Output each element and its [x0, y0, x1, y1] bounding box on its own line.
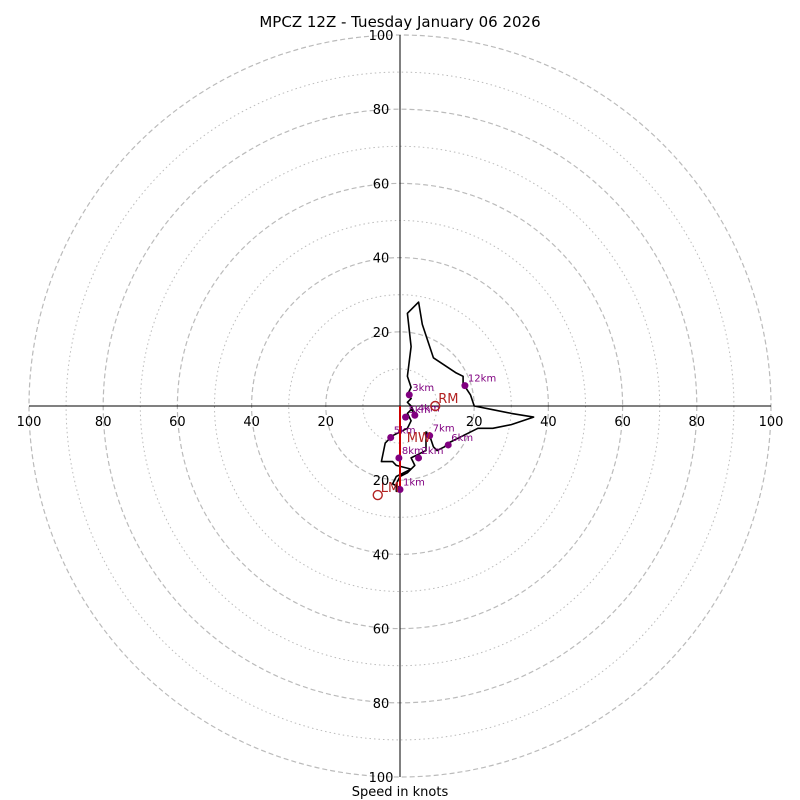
tick-label-y-11: 80 [373, 103, 390, 118]
tick-label-x-9: 100 [759, 415, 784, 430]
storm-motion-marker-1 [372, 489, 383, 501]
height-marker-label-4: 5km [394, 426, 416, 437]
tick-label-x-7: 60 [614, 415, 631, 430]
tick-label-x-0: 100 [17, 415, 42, 430]
tick-label-x-6: 40 [540, 415, 557, 430]
tick-label-x-8: 80 [689, 415, 706, 430]
tick-label-x-3: 40 [243, 415, 260, 430]
tick-label-y-15: 20 [373, 474, 390, 489]
tick-label-y-19: 100 [369, 771, 394, 786]
tick-label-x-1: 80 [95, 415, 112, 430]
height-marker-dot-7 [426, 432, 434, 440]
height-marker-label-7: 7km [433, 424, 455, 435]
height-marker-dot-1 [415, 454, 423, 462]
height-marker-dot-8 [395, 454, 403, 462]
height-marker-dot-5 [402, 413, 410, 421]
height-marker-dot-3 [411, 411, 419, 419]
height-marker-label-9: 12km [468, 374, 496, 385]
tick-label-y-18: 80 [373, 697, 390, 712]
storm-motion-label-0: RM [438, 392, 458, 407]
tick-label-x-5: 20 [466, 415, 483, 430]
height-marker-label-6: 6km [451, 433, 473, 444]
height-marker-dot-4 [387, 434, 395, 442]
height-marker-dot-9 [461, 382, 469, 390]
tick-label-y-16: 40 [373, 548, 390, 563]
height-marker-dot-6 [444, 441, 452, 449]
height-marker-label-0: 1km [403, 477, 425, 488]
height-marker-label-3: 4km [418, 403, 440, 414]
height-marker-label-1: 2km [422, 446, 444, 457]
tick-label-x-4: 20 [318, 415, 335, 430]
height-marker-dot-2 [405, 391, 413, 399]
tick-label-y-17: 60 [373, 623, 390, 638]
storm-motion-marker-0 [430, 400, 441, 412]
tick-label-y-12: 60 [373, 177, 390, 192]
tick-label-y-14: 20 [373, 326, 390, 341]
tick-label-y-10: 100 [369, 29, 394, 44]
height-marker-label-2: 3km [412, 383, 434, 394]
chart-title: MPCZ 12Z - Tuesday January 06 2026 [259, 13, 540, 31]
x-axis-label: Speed in knots [352, 785, 449, 800]
storm-motion-label-2: MW [407, 431, 431, 446]
height-marker-dot-0 [396, 485, 404, 493]
storm-motion-label-1: LM [381, 481, 399, 496]
tick-label-x-2: 60 [169, 415, 186, 430]
height-marker-label-5: 5km [409, 405, 431, 416]
tick-label-y-13: 40 [373, 252, 390, 267]
axis-ticks: 100 80 60 40 20 20 40 60 80 100 100 80 60 40 20 20 40 60 8… [17, 29, 784, 786]
storm-motions: RM LM MW [372, 392, 458, 501]
height-marker-label-8: 8km [402, 446, 424, 457]
